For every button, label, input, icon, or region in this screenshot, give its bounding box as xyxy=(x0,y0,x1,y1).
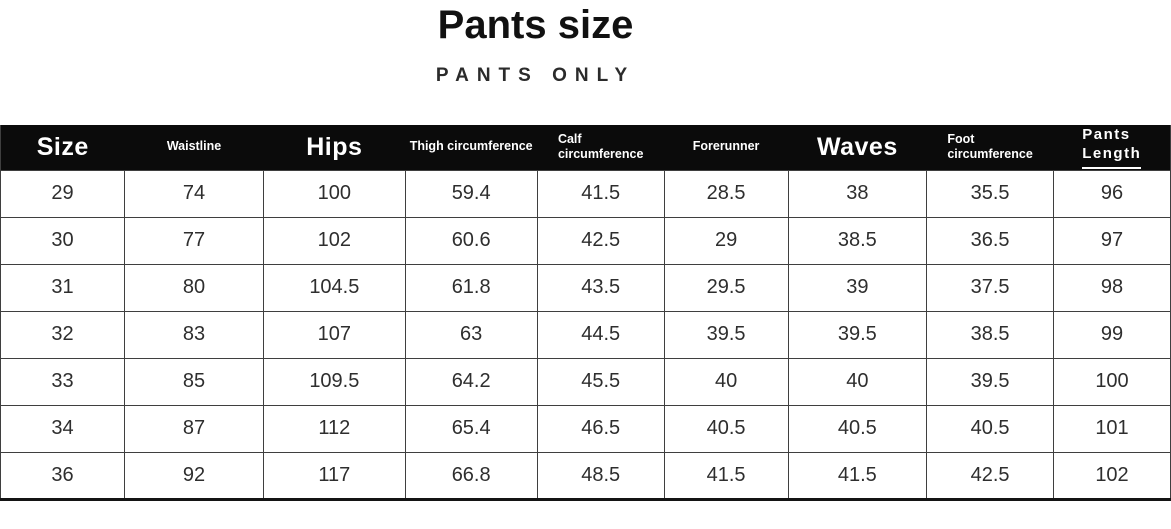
table-cell: 66.8 xyxy=(404,451,538,500)
table-cell: 87 xyxy=(123,404,265,453)
column-header-waves: Waves xyxy=(788,125,927,170)
table-cell: 39 xyxy=(787,263,928,312)
table-row: 31 80 104.5 61.8 43.5 29.5 39 37.5 98 xyxy=(0,263,1171,312)
table-cell: 42.5 xyxy=(926,451,1054,500)
table-cell: 102 xyxy=(263,216,406,265)
table-cell: 74 xyxy=(123,169,265,218)
column-header-waistline: Waistline xyxy=(124,125,263,170)
table-cell: 44.5 xyxy=(536,310,665,359)
table-row: 29 74 100 59.4 41.5 28.5 38 35.5 96 xyxy=(0,169,1171,218)
table-cell: 40 xyxy=(663,357,789,406)
column-header-label: Calf circumference xyxy=(557,131,644,162)
table-cell: 46.5 xyxy=(536,404,665,453)
table-cell: 38 xyxy=(787,169,928,218)
table-cell: 97 xyxy=(1053,216,1171,265)
table-cell: 39.5 xyxy=(926,357,1054,406)
table-cell: 28.5 xyxy=(663,169,789,218)
table-row: 34 87 112 65.4 46.5 40.5 40.5 40.5 101 xyxy=(0,404,1171,453)
table-cell: 29 xyxy=(663,216,789,265)
table-cell: 30 xyxy=(0,216,125,265)
table-cell: 65.4 xyxy=(404,404,538,453)
table-cell: 43.5 xyxy=(536,263,665,312)
column-header-label: Thigh circumference xyxy=(409,139,533,154)
table-cell: 100 xyxy=(263,169,406,218)
table-cell: 29 xyxy=(0,169,125,218)
table-cell: 37.5 xyxy=(926,263,1054,312)
table-cell: 32 xyxy=(0,310,125,359)
column-header-size: Size xyxy=(1,125,125,170)
table-cell: 85 xyxy=(123,357,265,406)
table-cell: 64.2 xyxy=(404,357,538,406)
table-cell: 77 xyxy=(123,216,265,265)
table-cell: 59.4 xyxy=(404,169,538,218)
column-header-label: Hips xyxy=(306,132,363,161)
column-header-label: Waistline xyxy=(166,139,222,154)
table-cell: 99 xyxy=(1053,310,1171,359)
table-cell: 40.5 xyxy=(663,404,789,453)
table-cell: 96 xyxy=(1053,169,1171,218)
table-cell: 40.5 xyxy=(926,404,1054,453)
column-header-calf-circumference: Calf circumference xyxy=(537,125,664,170)
table-cell: 41.5 xyxy=(536,169,665,218)
table-cell: 61.8 xyxy=(404,263,538,312)
table-cell: 92 xyxy=(123,451,265,500)
table-cell: 33 xyxy=(0,357,125,406)
table-cell: 45.5 xyxy=(536,357,665,406)
table-row: 36 92 117 66.8 48.5 41.5 41.5 42.5 102 xyxy=(0,451,1171,500)
size-table-container: Size Waistline Hips Thigh circumference Calf… xyxy=(0,125,1171,501)
table-cell: 102 xyxy=(1053,451,1171,500)
table-cell: 117 xyxy=(263,451,406,500)
page-title: Pants size xyxy=(437,3,634,47)
column-header-forerunner: Forerunner xyxy=(664,125,788,170)
table-cell: 29.5 xyxy=(663,263,789,312)
table-body: 29 74 100 59.4 41.5 28.5 38 35.5 96 30 77 102 60.6 42… xyxy=(0,169,1171,500)
table-cell: 104.5 xyxy=(263,263,406,312)
header-row: Size Waistline Hips Thigh circumference Calf… xyxy=(0,125,1171,170)
table-cell: 109.5 xyxy=(263,357,406,406)
table-cell: 83 xyxy=(123,310,265,359)
table-cell: 100 xyxy=(1053,357,1171,406)
table-row: 33 85 109.5 64.2 45.5 40 40 39.5 100 xyxy=(0,357,1171,406)
table-cell: 112 xyxy=(263,404,406,453)
column-header-label: Foot circumference xyxy=(947,131,1033,162)
column-header-label: Size xyxy=(36,132,89,161)
table-row: 32 83 107 63 44.5 39.5 39.5 38.5 99 xyxy=(0,310,1171,359)
table-cell: 38.5 xyxy=(926,310,1054,359)
column-header-pants-length: Pants Length xyxy=(1054,125,1171,170)
table-cell: 31 xyxy=(0,263,125,312)
table-cell: 63 xyxy=(404,310,538,359)
table-cell: 48.5 xyxy=(536,451,665,500)
table-cell: 35.5 xyxy=(926,169,1054,218)
size-table: Size Waistline Hips Thigh circumference Calf… xyxy=(0,125,1171,501)
table-cell: 107 xyxy=(263,310,406,359)
table-cell: 40.5 xyxy=(787,404,928,453)
table-cell: 34 xyxy=(0,404,125,453)
page-header: Pants size PANTS ONLY xyxy=(0,0,1121,87)
table-cell: 39.5 xyxy=(663,310,789,359)
table-cell: 40 xyxy=(787,357,928,406)
column-header-thigh-circumference: Thigh circumference xyxy=(405,125,537,170)
table-cell: 41.5 xyxy=(663,451,789,500)
table-cell: 36.5 xyxy=(926,216,1054,265)
page-subtitle: PANTS ONLY xyxy=(435,65,636,86)
table-cell: 39.5 xyxy=(787,310,928,359)
table-cell: 98 xyxy=(1053,263,1171,312)
table-header: Size Waistline Hips Thigh circumference Calf… xyxy=(0,125,1171,170)
table-cell: 60.6 xyxy=(404,216,538,265)
table-cell: 101 xyxy=(1053,404,1171,453)
column-header-label: Forerunner xyxy=(692,139,760,154)
table-cell: 38.5 xyxy=(787,216,928,265)
column-header-label: Waves xyxy=(816,132,898,161)
column-header-foot-circumference: Foot circumference xyxy=(927,125,1054,170)
table-cell: 36 xyxy=(0,451,125,500)
table-cell: 80 xyxy=(123,263,265,312)
column-header-hips: Hips xyxy=(264,125,405,170)
column-header-label: Pants Length xyxy=(1082,126,1142,169)
table-row: 30 77 102 60.6 42.5 29 38.5 36.5 97 xyxy=(0,216,1171,265)
table-cell: 42.5 xyxy=(536,216,665,265)
table-cell: 41.5 xyxy=(787,451,928,500)
